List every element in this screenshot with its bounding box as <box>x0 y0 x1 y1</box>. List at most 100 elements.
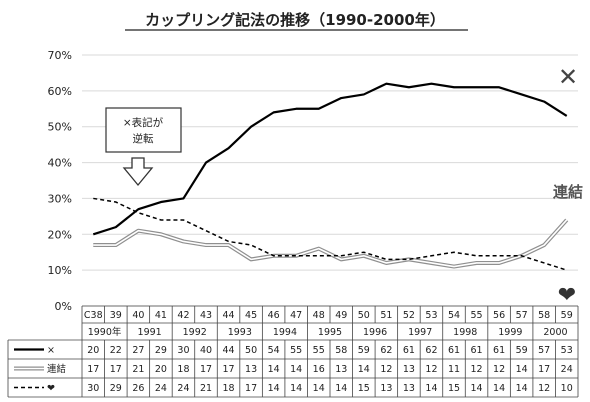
table-cell-value: 40 <box>200 345 212 356</box>
table-cell-value: 14 <box>493 383 505 394</box>
year-label: 1994 <box>273 327 297 338</box>
callout-text-line1: ×表記が <box>123 116 164 129</box>
chart-title-group: カップリング記法の推移（1990-2000年） <box>125 11 468 31</box>
y-tick-label: 10% <box>48 264 72 277</box>
table-cell-value: 12 <box>538 383 550 394</box>
x-tick-label: 42 <box>177 310 189 321</box>
x-tick-label: 39 <box>110 310 122 321</box>
table-cell-value: 17 <box>200 364 212 375</box>
table-cell-value: 16 <box>313 364 325 375</box>
series-double-gray <box>93 218 569 269</box>
table-cell-value: 54 <box>268 345 280 356</box>
callout-box <box>105 107 182 153</box>
table-cell-value: 14 <box>268 364 280 375</box>
series-solid-black <box>92 82 568 236</box>
table-cell-value: 12 <box>493 364 505 375</box>
table-cell-value: 10 <box>561 383 573 394</box>
year-label: 1993 <box>228 327 252 338</box>
table-cell-value: 59 <box>516 345 528 356</box>
x-tick-label: 51 <box>380 310 392 321</box>
table-cell-value: 14 <box>358 364 370 375</box>
series-line <box>92 82 568 236</box>
table-cell-value: 50 <box>245 345 257 356</box>
table-cell-value: 62 <box>425 345 437 356</box>
x-tick-label: 48 <box>313 310 325 321</box>
data-point <box>250 244 252 246</box>
x-tick-label: 56 <box>493 310 505 321</box>
y-axis-ticks: 0% 10% 20% 30% 40% 50% 60% 70% <box>48 49 72 313</box>
legend-label: 連結 <box>47 363 67 375</box>
legend-label: × <box>47 345 55 356</box>
table-cell-value: 14 <box>313 383 325 394</box>
table-cell-value: 61 <box>470 345 482 356</box>
table-cell-value: 21 <box>200 383 212 394</box>
table-cell-value: 22 <box>110 345 122 356</box>
table-cell-value: 12 <box>425 364 437 375</box>
series-line-inner <box>93 219 568 268</box>
y-tick-label: 30% <box>48 192 72 205</box>
table-cell-value: 20 <box>87 345 99 356</box>
series-dashed-black <box>93 197 567 271</box>
year-label: 1998 <box>453 327 477 338</box>
x-tick-label: 57 <box>516 310 528 321</box>
table-cell-value: 30 <box>177 345 189 356</box>
table-cell-value: 14 <box>516 364 528 375</box>
table-cell-value: 29 <box>110 383 122 394</box>
table-cell-value: 17 <box>87 364 99 375</box>
table-cell-value: 55 <box>290 345 302 356</box>
table-cell-value: 61 <box>493 345 505 356</box>
x-tick-label: 49 <box>335 310 347 321</box>
x-tick-label: C38 <box>84 310 103 321</box>
table-cell-value: 21 <box>132 364 144 375</box>
year-label: 1999 <box>498 327 522 338</box>
year-label: 1990年 <box>88 326 122 338</box>
table-cell-value: 17 <box>222 364 234 375</box>
x-tick-label: 52 <box>403 310 415 321</box>
table-cell-value: 62 <box>380 345 392 356</box>
y-tick-label: 70% <box>48 49 72 62</box>
year-label: 1995 <box>318 327 342 338</box>
table-cell-value: 58 <box>335 345 347 356</box>
table-cell-value: 15 <box>358 383 370 394</box>
legend-label: ❤ <box>47 383 55 394</box>
table-cell-value: 57 <box>538 345 550 356</box>
y-tick-label: 0% <box>55 300 72 313</box>
renketsu-label: 連結 <box>553 183 583 201</box>
x-tick-label: 44 <box>222 310 234 321</box>
table-cell-value: 14 <box>290 383 302 394</box>
table-cell-value: 13 <box>403 383 415 394</box>
table-cell-value: 30 <box>87 383 99 394</box>
year-label: 2000 <box>543 327 567 338</box>
y-tick-label: 20% <box>48 228 72 241</box>
table-cell-value: 15 <box>448 383 460 394</box>
x-mark-label: ✕ <box>558 63 578 91</box>
x-tick-label: 53 <box>425 310 437 321</box>
data-table: C38 39 40 41 42 43 44 45 46 47 48 49 50 51 52 53 54 55 56 5… <box>7 305 579 398</box>
table-cell-value: 14 <box>516 383 528 394</box>
x-tick-label: 54 <box>448 310 460 321</box>
x-tick-label: 47 <box>290 310 302 321</box>
table-cell-value: 14 <box>470 383 482 394</box>
x-tick-label: 45 <box>245 310 257 321</box>
table-cell-value: 14 <box>268 383 280 394</box>
chart-title: カップリング記法の推移（1990-2000年） <box>145 11 445 29</box>
year-label: 1996 <box>363 327 387 338</box>
x-tick-label: 40 <box>132 310 144 321</box>
table-cell-value: 24 <box>177 383 189 394</box>
series-line <box>93 218 569 269</box>
x-tick-label: 41 <box>155 310 167 321</box>
table-cell-value: 14 <box>425 383 437 394</box>
table-cell-value: 17 <box>538 364 550 375</box>
table-cell-value: 12 <box>470 364 482 375</box>
heart-label: ❤ <box>558 283 576 308</box>
table-cell-value: 14 <box>335 383 347 394</box>
table-cell-value: 13 <box>245 364 257 375</box>
table-cell-value: 24 <box>155 383 167 394</box>
data-point <box>318 255 320 257</box>
table-cell-value: 24 <box>561 364 573 375</box>
table-cell-value: 61 <box>448 345 460 356</box>
table-cell-value: 14 <box>290 364 302 375</box>
table-cell-value: 11 <box>448 364 460 375</box>
data-point <box>137 212 139 214</box>
